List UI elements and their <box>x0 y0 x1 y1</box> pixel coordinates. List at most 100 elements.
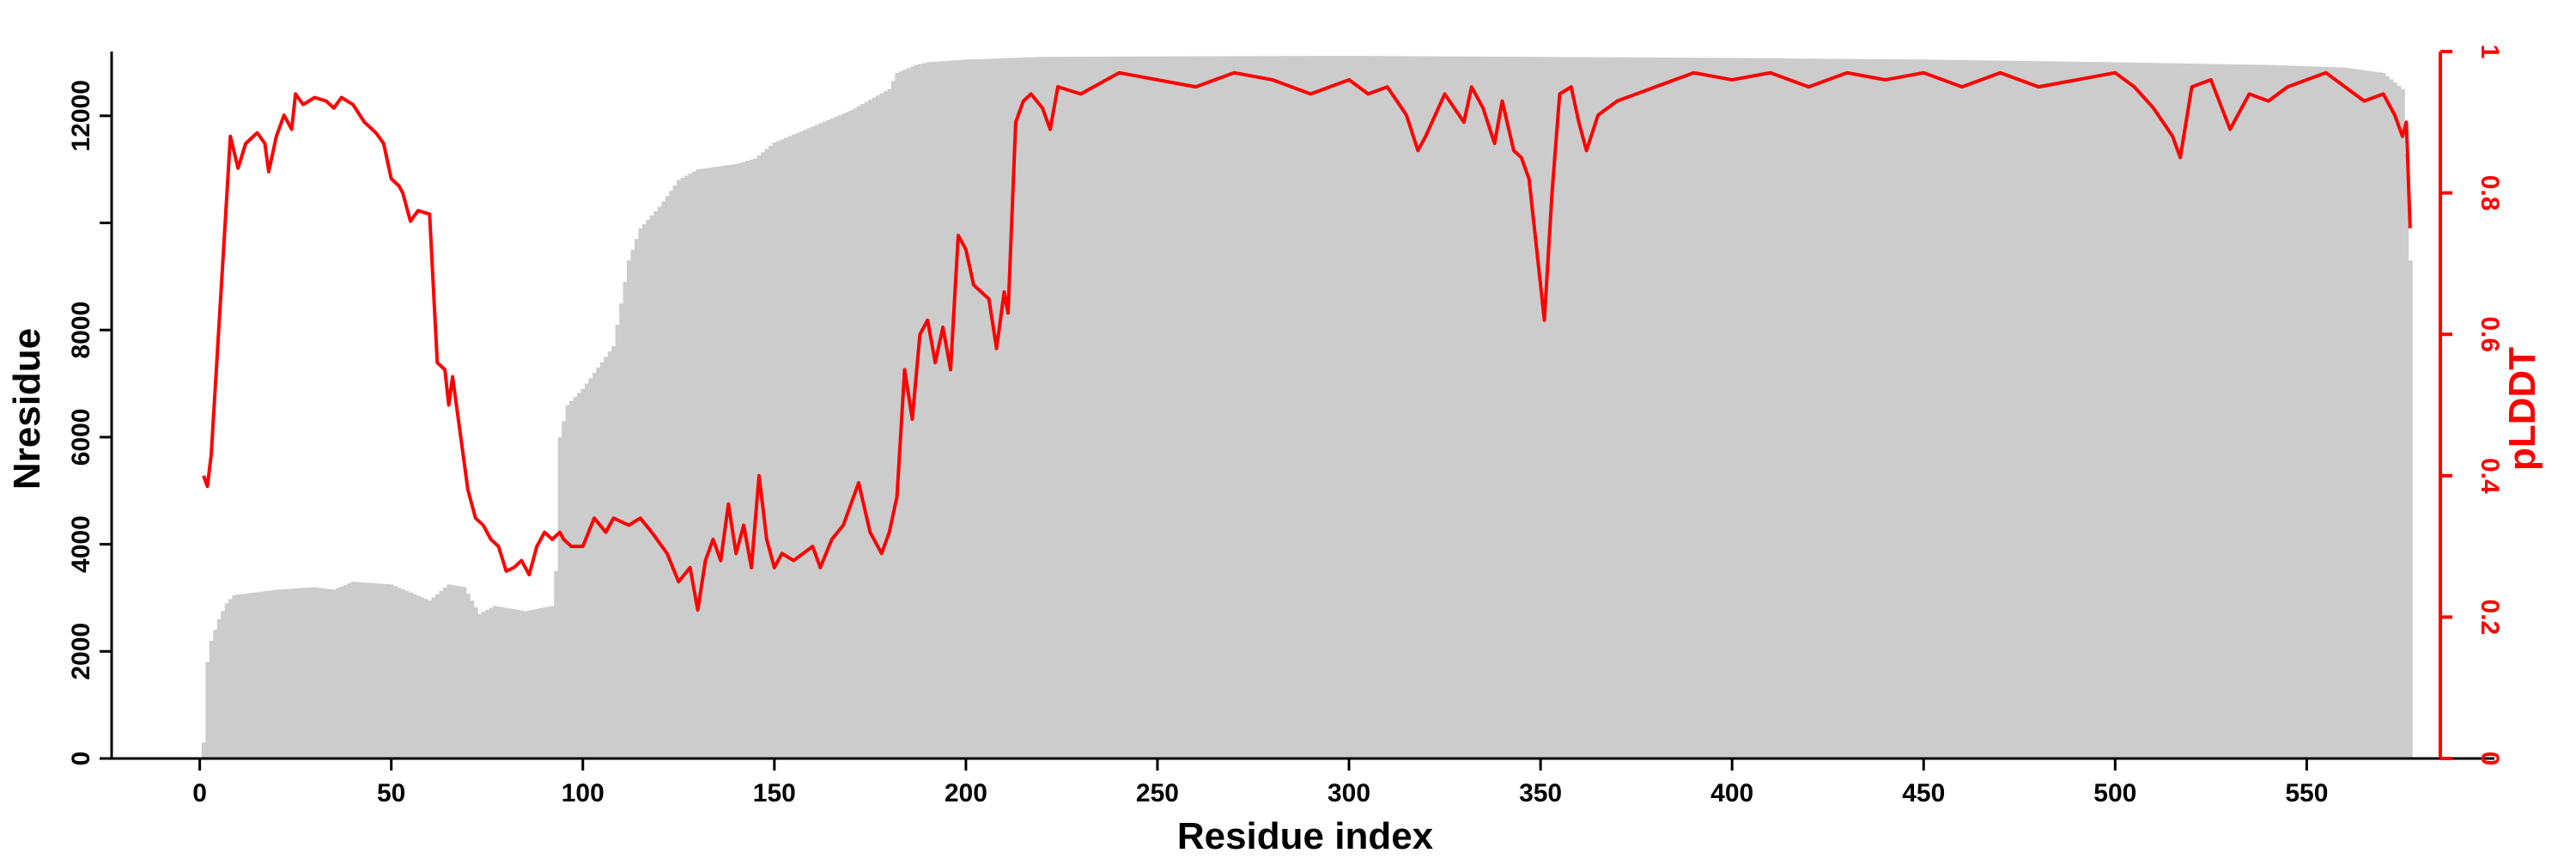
nresidue-bar <box>1637 57 1643 758</box>
nresidue-bar <box>385 584 391 758</box>
nresidue-bar <box>347 583 352 758</box>
nresidue-bar <box>2392 82 2397 758</box>
nresidue-bar <box>711 167 716 759</box>
nresidue-bar <box>960 59 965 758</box>
nresidue-bar <box>1615 57 1620 759</box>
nresidue-bar <box>431 597 436 758</box>
nresidue-bar <box>1205 56 1210 758</box>
nresidue-bar <box>1075 57 1080 759</box>
nresidue-bar <box>515 609 520 758</box>
nresidue-bar <box>683 175 690 758</box>
nresidue-bar <box>1925 59 1930 758</box>
nresidue-bar <box>971 59 976 759</box>
nresidue-bar <box>1799 58 1804 758</box>
nresidue-bar <box>1588 57 1593 758</box>
nresidue-bar <box>1351 56 1356 758</box>
nresidue-bar <box>1929 59 1934 759</box>
nresidue-bar <box>1228 56 1233 759</box>
nresidue-bar <box>1167 56 1172 758</box>
nresidue-bar <box>1642 57 1647 758</box>
nresidue-bar <box>232 594 237 758</box>
nresidue-bar <box>580 388 586 758</box>
nresidue-bar <box>945 60 950 758</box>
y-right-tick-label: 0.4 <box>2476 458 2504 494</box>
nresidue-bar <box>255 592 260 758</box>
nresidue-bar <box>282 588 287 758</box>
nresidue-bar <box>1508 57 1513 759</box>
nresidue-bar <box>783 137 789 758</box>
nresidue-bar <box>1454 56 1459 758</box>
nresidue-bar <box>1144 56 1149 759</box>
nresidue-bar <box>1967 60 1972 759</box>
nresidue-bar <box>465 594 471 758</box>
nresidue-bar <box>968 59 973 758</box>
nresidue-bar <box>2151 63 2156 758</box>
nresidue-bar <box>1986 60 1991 758</box>
nresidue-bar <box>462 587 467 758</box>
nresidue-bar <box>2121 62 2126 758</box>
nresidue-bar <box>1285 56 1291 758</box>
nresidue-bar <box>811 126 816 759</box>
nresidue-bar <box>1933 59 1938 759</box>
nresidue-bar <box>1504 57 1509 758</box>
nresidue-bar <box>1561 57 1566 758</box>
nresidue-bar <box>2163 63 2168 759</box>
nresidue-bar <box>1117 56 1122 758</box>
nresidue-bar <box>2251 64 2256 758</box>
nresidue-bar <box>305 588 310 758</box>
nresidue-bar <box>1327 56 1333 759</box>
nresidue-bar <box>2274 64 2279 758</box>
nresidue-bar <box>565 405 570 758</box>
nresidue-bar <box>611 345 617 758</box>
nresidue-bar <box>2316 66 2321 759</box>
nresidue-bar <box>1466 56 1471 758</box>
nresidue-bar <box>902 70 908 758</box>
nresidue-bar <box>2086 62 2091 758</box>
nresidue-bar <box>1270 56 1275 759</box>
nresidue-bar <box>2014 60 2019 759</box>
nresidue-bar <box>2090 62 2095 759</box>
nresidue-bar <box>1385 56 1390 759</box>
nresidue-bar <box>1703 58 1708 758</box>
nresidue-bar <box>1749 58 1754 759</box>
nresidue-bar <box>442 588 447 758</box>
nresidue-bar <box>1048 57 1053 758</box>
nresidue-bar <box>615 324 620 758</box>
nresidue-bar <box>680 178 685 758</box>
nresidue-bar <box>2148 63 2153 759</box>
nresidue-bar <box>1220 56 1225 758</box>
nresidue-bar <box>1787 58 1792 759</box>
nresidue-bar <box>868 100 873 759</box>
nresidue-bar <box>2397 85 2402 758</box>
x-tick-label: 350 <box>1519 779 1562 807</box>
nresidue-bar <box>1182 56 1188 758</box>
nresidue-bar <box>860 104 866 759</box>
nresidue-bar <box>2208 64 2214 759</box>
nresidue-bar <box>1983 60 1988 759</box>
nresidue-bar <box>890 81 896 759</box>
nresidue-bar <box>1155 56 1160 759</box>
nresidue-bar <box>1710 58 1716 759</box>
nresidue-bar <box>228 599 234 758</box>
nresidue-bar <box>1875 58 1880 758</box>
nresidue-bar <box>1443 56 1448 759</box>
nresidue-bar <box>458 586 463 758</box>
nresidue-bar <box>1358 56 1364 758</box>
nresidue-bar <box>258 591 264 758</box>
nresidue-bar <box>1078 57 1084 758</box>
nresidue-bar <box>320 588 325 758</box>
nresidue-bar <box>592 373 597 758</box>
nresidue-bar <box>392 586 398 758</box>
nresidue-bar <box>2354 69 2360 758</box>
nresidue-bar <box>2216 64 2221 758</box>
nresidue-bar <box>696 169 701 759</box>
nresidue-bar <box>1496 56 1501 758</box>
nresidue-bar <box>1922 59 1927 759</box>
nresidue-bar <box>2327 67 2332 758</box>
nresidue-bar <box>500 606 505 758</box>
nresidue-bar <box>1025 57 1030 759</box>
nresidue-bar <box>2377 72 2382 758</box>
nresidue-bar <box>2381 72 2386 758</box>
nresidue-bar <box>1630 57 1636 758</box>
nresidue-bar <box>769 145 774 759</box>
